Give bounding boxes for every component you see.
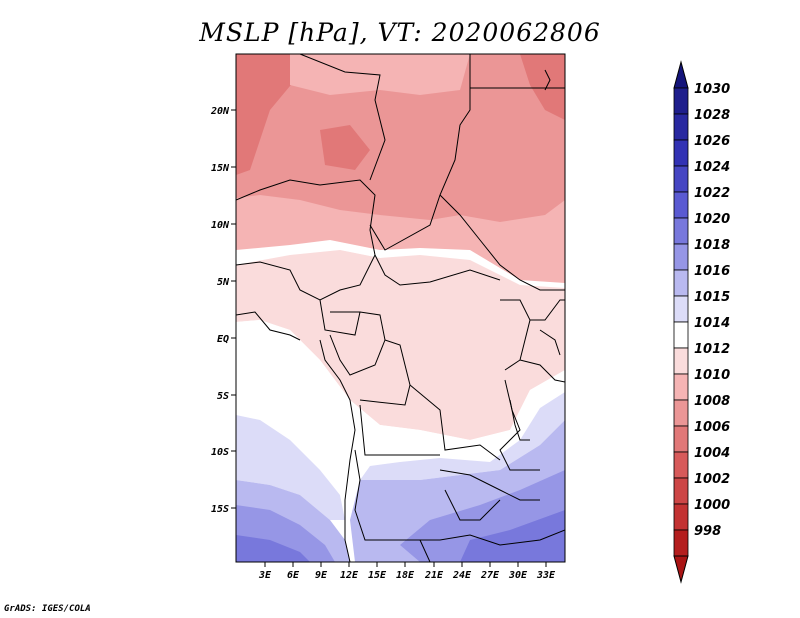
colorbar-swatch — [673, 113, 689, 141]
lon-label: 15E — [368, 570, 387, 581]
lat-label: EQ — [217, 334, 229, 345]
lon-label: 21E — [424, 570, 444, 581]
lon-label: 33E — [536, 570, 556, 581]
contour-1006 — [236, 54, 300, 175]
colorbar-label: 1006 — [694, 420, 730, 435]
colorbar-label: 1012 — [694, 342, 730, 357]
colorbar-swatch — [673, 529, 689, 557]
colorbar-label: 1014 — [694, 316, 730, 331]
contour-1015-east — [360, 392, 565, 480]
country-boundaries — [236, 54, 565, 562]
colorbar-label: 1030 — [694, 82, 730, 97]
colorbar-swatch — [673, 269, 689, 297]
lon-label: 3E — [258, 570, 272, 581]
colorbar-arrow-bottom — [673, 555, 689, 584]
colorbar-label: 998 — [694, 524, 721, 539]
lon-label: 9E — [315, 570, 328, 581]
colorbar-swatch — [673, 165, 689, 193]
lat-labels: 20N 15N 10N 5N EQ 5S 10S 15S — [210, 106, 230, 515]
colorbar-swatch — [673, 139, 689, 167]
colorbar-swatch — [673, 347, 689, 375]
colorbar-label: 1002 — [694, 472, 730, 487]
colorbar-label: 1010 — [694, 368, 730, 383]
lat-label: 10S — [211, 447, 229, 458]
colorbar-label: 1008 — [694, 394, 730, 409]
contour-1006-patch — [320, 125, 370, 170]
lat-label: 10N — [211, 220, 230, 231]
colorbar-swatch — [673, 399, 689, 427]
footer-credit: GrADS: IGES/COLA — [4, 604, 91, 614]
colorbar-label: 1022 — [694, 186, 730, 201]
lat-label: 5S — [217, 391, 229, 402]
colorbar-label: 1004 — [694, 446, 730, 461]
colorbar-label: 1020 — [694, 212, 730, 227]
lat-label: 15N — [211, 163, 230, 174]
colorbar-swatch — [673, 425, 689, 453]
contour-1008 — [236, 54, 565, 222]
lat-ticks — [231, 109, 236, 509]
colorbar-swatch — [673, 477, 689, 505]
contour-1015-west — [236, 415, 345, 520]
colorbar-swatch — [673, 87, 689, 115]
colorbar-label: 1018 — [694, 238, 730, 253]
contour-1020-east — [460, 510, 565, 562]
lon-label: 18E — [396, 570, 415, 581]
colorbar-label: 1028 — [694, 108, 730, 123]
colorbar-swatch — [673, 243, 689, 271]
pressure-field — [236, 54, 565, 562]
colorbar-swatch — [673, 373, 689, 401]
colorbar: 1030 1028 1026 1024 1022 1020 1018 1016 1015 1014… — [673, 60, 730, 584]
lon-label: 30E — [508, 570, 528, 581]
lat-label: 20N — [210, 106, 230, 117]
colorbar-label: 1024 — [694, 160, 730, 175]
lon-label: 24E — [452, 570, 472, 581]
lon-label: 6E — [287, 570, 300, 581]
colorbar-swatch — [673, 295, 689, 323]
map-frame — [235, 53, 566, 563]
lon-labels: 3E 6E 9E 12E 15E 18E 21E 24E 27E 30E 33E — [258, 570, 556, 581]
map-title: MSLP [hPa], VT: 2020062806 — [199, 18, 601, 47]
colorbar-swatch — [673, 217, 689, 245]
lat-label: 5N — [217, 277, 230, 288]
colorbar-label: 1015 — [694, 290, 730, 305]
colorbar-swatch — [673, 191, 689, 219]
lon-label: 27E — [480, 570, 500, 581]
colorbar-label: 1016 — [694, 264, 730, 279]
contour-1006-ne — [520, 54, 565, 120]
colorbar-swatch — [673, 321, 689, 349]
colorbar-label: 1000 — [694, 498, 730, 513]
lon-ticks — [264, 562, 547, 567]
lat-label: 15S — [211, 504, 229, 515]
contour-1020-west — [236, 535, 310, 562]
colorbar-swatch — [673, 503, 689, 531]
colorbar-swatch — [673, 451, 689, 479]
colorbar-label: 1026 — [694, 134, 730, 149]
lon-label: 12E — [340, 570, 359, 581]
colorbar-arrow-top — [673, 60, 689, 89]
